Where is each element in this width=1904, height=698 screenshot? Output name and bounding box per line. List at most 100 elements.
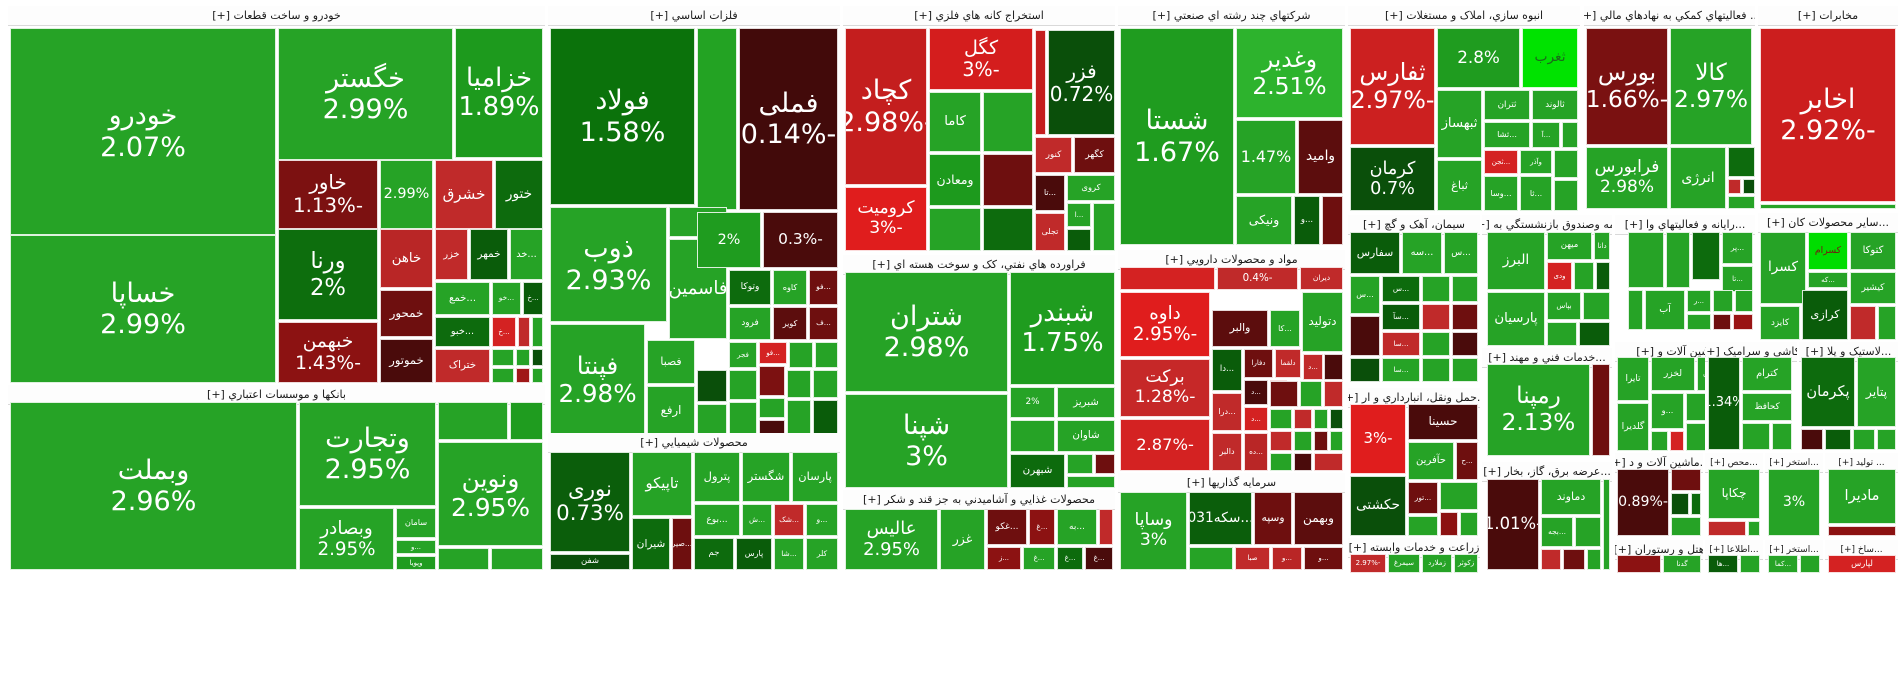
stock-tile-cement-...سا[interactable]: ...سا: [1382, 358, 1420, 382]
stock-tile-other_minerals-کایزد[interactable]: کایزد: [1760, 306, 1800, 340]
stock-tile-chemicals-...بوع[interactable]: ...بوع: [694, 504, 740, 536]
stock-tile-it_services-unnamed-10[interactable]: [1687, 314, 1711, 330]
stock-tile-metals-unnamed-20[interactable]: [815, 342, 838, 368]
stock-tile-real_estate-unnamed-9[interactable]: [1562, 122, 1578, 148]
stock-tile-real_estate-کرمان[interactable]: کرمان 0.7%: [1350, 147, 1435, 211]
stock-tile-machinery1-...و[interactable]: ...و: [1651, 393, 1684, 429]
stock-tile-pharma-unnamed-32[interactable]: [1294, 453, 1312, 471]
stock-tile-power-دماوند[interactable]: دماوند: [1541, 479, 1601, 515]
stock-tile-auto-...خبو[interactable]: ...خبو: [435, 317, 490, 347]
stock-tile-chemicals-نوری[interactable]: نوری 0.73%: [550, 452, 630, 552]
stock-tile-metals-فملی[interactable]: فملی -0.14%: [739, 28, 838, 210]
stock-tile-ores-کگهر[interactable]: کگهر: [1074, 137, 1115, 173]
sector-header-agriculture[interactable]: زراعت و خدمات وابسته [+]: [1348, 538, 1480, 558]
stock-tile-food-...غ[interactable]: ...غ: [1023, 547, 1055, 570]
stock-tile-ores-کروی[interactable]: کروی: [1067, 175, 1115, 201]
stock-tile-chemicals-...صیر[interactable]: ...صیر: [672, 518, 692, 570]
stock-tile-ores-unnamed-8[interactable]: [983, 208, 1033, 251]
stock-tile-food-...به[interactable]: ...به: [1057, 509, 1097, 545]
stock-tile-metals-unnamed-27[interactable]: [729, 402, 757, 436]
stock-tile-metals-...فو[interactable]: ...فو: [759, 342, 787, 364]
stock-tile-auto-unnamed-27[interactable]: [492, 368, 514, 383]
stock-tile-it_services-unnamed-0[interactable]: [1628, 232, 1664, 288]
stock-tile-oil-unnamed-9[interactable]: [1095, 454, 1115, 474]
stock-tile-pharma-...د[interactable]: ...د: [1244, 380, 1268, 405]
stock-tile-banks-وبملت[interactable]: وبملت 2.96%: [10, 402, 297, 570]
stock-tile-chemicals-پترول[interactable]: پترول: [694, 452, 740, 502]
stock-tile-paper_products-unnamed-1[interactable]: [1708, 521, 1746, 536]
stock-tile-metals-unnamed-25[interactable]: [787, 370, 811, 398]
stock-tile-chemicals-کلر[interactable]: کلر: [806, 538, 838, 570]
stock-tile-pharma-...درا[interactable]: ...درا: [1212, 393, 1242, 431]
stock-tile-auto-خموتور[interactable]: خموتور: [380, 339, 433, 383]
stock-tile-agriculture-سیمرغ[interactable]: سیمرغ: [1388, 554, 1420, 573]
stock-tile-banks-وبصادر[interactable]: وبصادر 2.95%: [299, 508, 394, 570]
stock-tile-banks-سامان[interactable]: سامان: [396, 508, 436, 538]
stock-tile-chemicals-جم[interactable]: جم: [694, 538, 734, 570]
stock-tile-banks-ونوین[interactable]: ونوین 2.95%: [438, 442, 543, 546]
stock-tile-food-...غ[interactable]: ...غ: [1057, 547, 1083, 570]
stock-tile-cement-unnamed-13[interactable]: [1452, 304, 1478, 330]
stock-tile-auto-unnamed-5[interactable]: 2.99%: [380, 160, 433, 229]
stock-tile-real_estate-...وسا[interactable]: ...وسا: [1484, 176, 1518, 211]
stock-tile-real_estate-unnamed-16[interactable]: [1554, 180, 1578, 211]
stock-tile-pharma-دالبر[interactable]: دالبر: [1212, 433, 1242, 471]
stock-tile-telecom-اخابر[interactable]: اخابر -2.92%: [1760, 28, 1896, 202]
stock-tile-financial_aux-بورس[interactable]: بورس -1.66%: [1586, 28, 1668, 145]
stock-tile-metals-ذوب[interactable]: ذوب 2.93%: [550, 207, 667, 322]
stock-tile-metals-unnamed-30[interactable]: [787, 400, 811, 436]
stock-tile-chemicals-تاپیکو[interactable]: تاپیکو: [632, 452, 692, 516]
stock-tile-cement-...س[interactable]: ...س: [1444, 232, 1478, 274]
stock-tile-investments-unnamed-4[interactable]: [1189, 547, 1233, 570]
stock-tile-pharma-unnamed-31[interactable]: [1270, 453, 1292, 471]
stock-tile-machinery1-unnamed-12[interactable]: [1651, 431, 1668, 451]
stock-tile-production-مادیرا[interactable]: مادیرا: [1828, 469, 1896, 524]
stock-tile-ceramics-کترام[interactable]: کترام: [1742, 357, 1792, 391]
stock-tile-food-عالیس[interactable]: عالیس 2.95%: [845, 509, 938, 570]
stock-tile-ores-ومعادن[interactable]: ومعادن: [929, 154, 981, 206]
stock-tile-transport-unnamed-8[interactable]: [1440, 512, 1458, 536]
stock-tile-pharma-unnamed-28[interactable]: [1294, 431, 1312, 451]
stock-tile-rubber-unnamed-3[interactable]: [1825, 429, 1851, 450]
stock-tile-financial_aux-unnamed-6[interactable]: [1743, 179, 1755, 194]
stock-tile-it_services-unnamed-8[interactable]: [1713, 290, 1733, 312]
stock-tile-food-unnamed-5[interactable]: [1099, 509, 1113, 545]
stock-tile-extraction-unnamed-0[interactable]: 3%: [1768, 469, 1820, 536]
sector-header-it_services[interactable]: ...رايانه و فعاليتهاي وا [+]: [1615, 215, 1755, 235]
stock-tile-other_minerals-...که[interactable]: ...که: [1808, 272, 1848, 288]
stock-tile-real_estate-ثفارس[interactable]: ثفارس -2.97%: [1350, 28, 1435, 145]
stock-tile-financial_aux-کالا[interactable]: کالا 2.97%: [1670, 28, 1752, 145]
stock-tile-cement-unnamed-8[interactable]: [1350, 316, 1380, 356]
sector-header-ores[interactable]: استخراج کانه هاي فلزي [+]: [843, 6, 1115, 26]
stock-tile-oil-unnamed-10[interactable]: [1067, 476, 1115, 488]
stock-tile-other_minerals-کتوکا[interactable]: کتوکا: [1850, 232, 1896, 270]
stock-tile-transport-حکشتی[interactable]: حکشتی: [1350, 476, 1406, 536]
stock-tile-metals-unnamed-1[interactable]: [697, 28, 737, 210]
stock-tile-real_estate-ثتران[interactable]: ثتران: [1484, 90, 1530, 120]
stock-tile-metals-unnamed-23[interactable]: [729, 370, 757, 400]
stock-tile-ores-تجلی[interactable]: تجلی: [1035, 213, 1065, 251]
stock-tile-telecom-unnamed-1[interactable]: [1760, 204, 1896, 209]
stock-tile-transport-unnamed-9[interactable]: [1460, 512, 1478, 536]
stock-tile-cement-...س[interactable]: ...س: [1350, 276, 1380, 314]
stock-tile-it_services-unnamed-9[interactable]: [1735, 290, 1753, 312]
stock-tile-info_comm-...ها[interactable]: ...ها: [1708, 555, 1738, 573]
stock-tile-conglomerates-unnamed-2[interactable]: 1.47%: [1236, 120, 1296, 194]
stock-tile-oil-شبریز[interactable]: شبریز: [1057, 387, 1115, 418]
stock-tile-real_estate-...ثا[interactable]: ...ثا: [1520, 176, 1552, 211]
sector-header-auto[interactable]: خودرو و ساخت قطعات [+]: [8, 6, 545, 26]
stock-tile-oil-شاوان[interactable]: شاوان: [1057, 420, 1115, 452]
stock-tile-ores-unnamed-17[interactable]: [1093, 203, 1115, 251]
stock-tile-auto-ختور[interactable]: ختور: [495, 160, 543, 229]
stock-tile-real_estate-ثالوند[interactable]: ثالوند: [1532, 90, 1578, 120]
stock-tile-real_estate-unnamed-15[interactable]: [1554, 150, 1578, 178]
stock-tile-food-غزر[interactable]: غزر: [940, 509, 985, 570]
stock-tile-other_minerals-کسرام[interactable]: کسرام: [1808, 232, 1848, 270]
stock-tile-financial_aux-unnamed-5[interactable]: [1728, 179, 1741, 194]
stock-tile-auto-ورنا[interactable]: ورنا 2%: [278, 229, 378, 320]
stock-tile-metals-کاوه[interactable]: کاوه: [773, 270, 807, 305]
stock-tile-ores-کرومیت[interactable]: کرومیت -3%: [845, 187, 927, 251]
stock-tile-pharma-unnamed-27[interactable]: [1270, 431, 1292, 451]
stock-tile-ceramics-کحافظ[interactable]: کحافظ: [1742, 393, 1792, 421]
stock-tile-cement-unnamed-11[interactable]: [1452, 276, 1478, 302]
